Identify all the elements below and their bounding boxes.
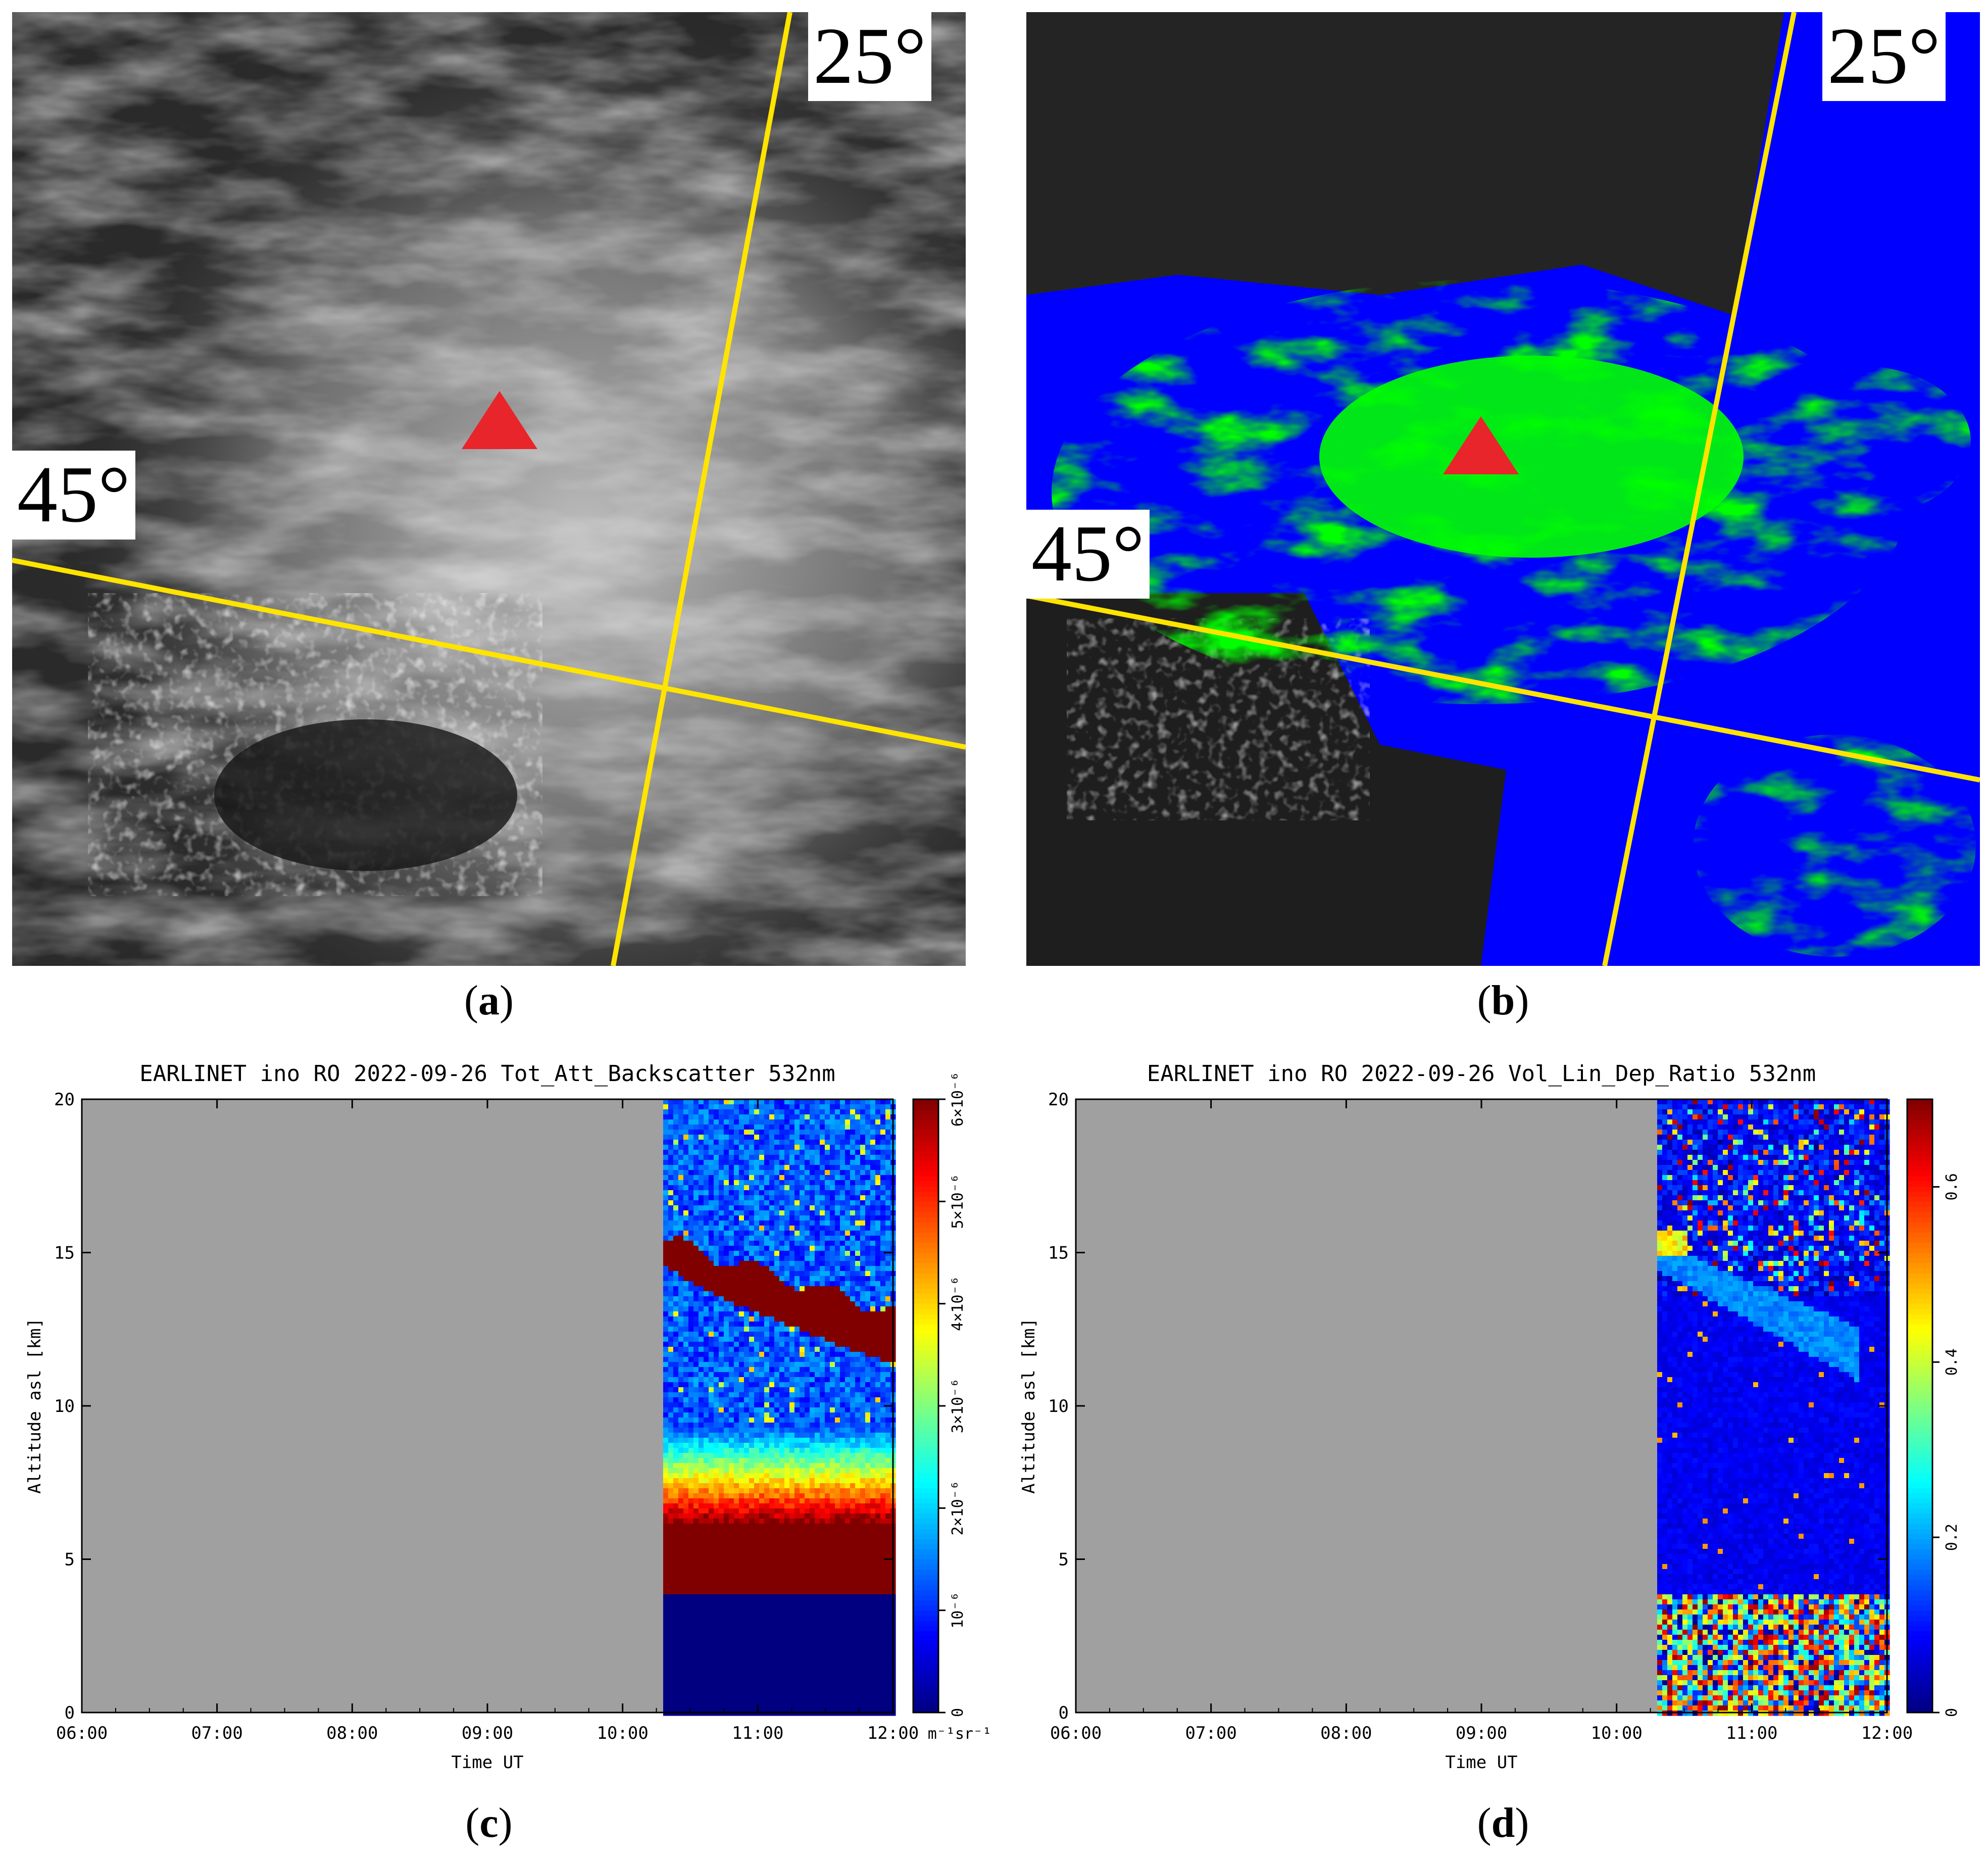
x-tick-label: 07:00 — [1185, 1723, 1236, 1743]
lat-label-b: 45° — [1026, 510, 1150, 599]
x-tick-label: 08:00 — [326, 1723, 378, 1743]
chart-c: EARLINET ino RO 2022-09-26 Tot_Att_Backs… — [25, 1061, 991, 1773]
colorbar-tick-label: 0.6 — [1943, 1173, 1961, 1200]
y-tick-label: 5 — [1059, 1550, 1069, 1570]
caption-letter-a: a — [478, 977, 500, 1024]
colorbar-tick-label: 4×10⁻⁶ — [949, 1276, 967, 1331]
no-data-region — [1076, 1099, 1657, 1713]
x-tick-label: 08:00 — [1320, 1723, 1372, 1743]
y-tick-label: 0 — [1059, 1703, 1069, 1723]
y-tick-label: 10 — [54, 1396, 75, 1416]
x-tick-label: 07:00 — [191, 1723, 242, 1743]
heatmap-d — [1657, 1099, 1890, 1716]
y-tick-label: 15 — [54, 1243, 75, 1263]
y-tick-label: 20 — [54, 1090, 75, 1110]
latitude-line-a — [12, 558, 966, 750]
x-tick-label: 12:00 — [867, 1723, 919, 1743]
volcano-marker-a — [462, 391, 537, 449]
y-tick-label: 0 — [65, 1703, 75, 1723]
longitude-line-a — [611, 12, 792, 966]
colorbar-tick-label: 3×10⁻⁶ — [949, 1379, 967, 1433]
y-axis-label: Altitude asl [km] — [1019, 1318, 1039, 1494]
classification-image-b — [1026, 12, 1980, 966]
colorbar-tick-label: 0.2 — [1943, 1524, 1961, 1551]
x-tick-label: 06:00 — [1050, 1723, 1102, 1743]
chart-d-title: EARLINET ino RO 2022-09-26 Vol_Lin_Dep_R… — [1147, 1061, 1816, 1087]
heatmap-c — [663, 1099, 896, 1716]
no-data-region — [82, 1099, 663, 1713]
colorbar-c — [913, 1099, 938, 1713]
x-tick-label: 09:00 — [1456, 1723, 1507, 1743]
colorbar-frame — [1906, 1098, 1933, 1714]
caption-letter-c: c — [479, 1799, 499, 1846]
colorbar-unit: m⁻¹sr⁻¹ — [928, 1725, 991, 1743]
x-tick-label: 10:00 — [597, 1723, 648, 1743]
lon-label-b: 25° — [1822, 12, 1946, 101]
caption-b: (b) — [1477, 977, 1529, 1024]
x-tick-label: 12:00 — [1861, 1723, 1913, 1743]
caption-letter-b: b — [1491, 977, 1515, 1024]
panel-d: EARLINET ino RO 2022-09-26 Vol_Lin_Dep_R… — [994, 1041, 1988, 1773]
lon-label-a: 25° — [808, 12, 931, 101]
caption-a: (a) — [464, 977, 514, 1024]
colorbar-tick-label: 5×10⁻⁶ — [949, 1174, 967, 1229]
colorbar-tick-label: 6×10⁻⁶ — [949, 1072, 967, 1127]
y-tick-label: 20 — [1048, 1090, 1069, 1110]
caption-d: (d) — [1477, 1799, 1529, 1846]
x-tick-label: 09:00 — [462, 1723, 513, 1743]
panel-c: EARLINET ino RO 2022-09-26 Tot_Att_Backs… — [0, 1041, 994, 1773]
x-tick-label: 11:00 — [1726, 1723, 1777, 1743]
colorbar-tick-label: 0 — [949, 1708, 967, 1717]
colorbar-tick-label: 0.4 — [1943, 1348, 1961, 1376]
y-axis-label: Altitude asl [km] — [25, 1318, 45, 1494]
x-tick-label: 10:00 — [1591, 1723, 1642, 1743]
x-tick-label: 06:00 — [56, 1723, 108, 1743]
latitude-line-b — [1026, 593, 1980, 783]
caption-letter-d: d — [1491, 1799, 1515, 1846]
satellite-image-a-svg — [12, 12, 966, 966]
y-tick-label: 15 — [1048, 1243, 1069, 1263]
chart-d: EARLINET ino RO 2022-09-26 Vol_Lin_Dep_R… — [1019, 1061, 1961, 1773]
longitude-line-b — [1602, 12, 1797, 966]
satellite-image-a — [12, 12, 966, 966]
colorbar-tick-label: 0 — [1943, 1708, 1961, 1717]
x-tick-label: 11:00 — [732, 1723, 783, 1743]
y-tick-label: 10 — [1048, 1396, 1069, 1416]
chart-c-title: EARLINET ino RO 2022-09-26 Tot_Att_Backs… — [139, 1061, 835, 1087]
lat-label-a: 45° — [12, 451, 135, 540]
panel-b: 25° 45° — [1026, 12, 1980, 966]
panel-a: 25° 45° — [12, 12, 966, 966]
x-axis-label: Time UT — [1445, 1752, 1517, 1773]
x-axis-label: Time UT — [451, 1752, 523, 1773]
y-tick-label: 5 — [65, 1550, 75, 1570]
volcano-marker-b — [1443, 416, 1519, 474]
caption-c: (c) — [465, 1799, 513, 1846]
colorbar-tick-label: 10⁻⁶ — [949, 1592, 967, 1629]
colorbar-d — [1907, 1099, 1932, 1713]
colorbar-tick-label: 2×10⁻⁶ — [949, 1481, 967, 1535]
classification-image-b-svg — [1026, 12, 1980, 966]
